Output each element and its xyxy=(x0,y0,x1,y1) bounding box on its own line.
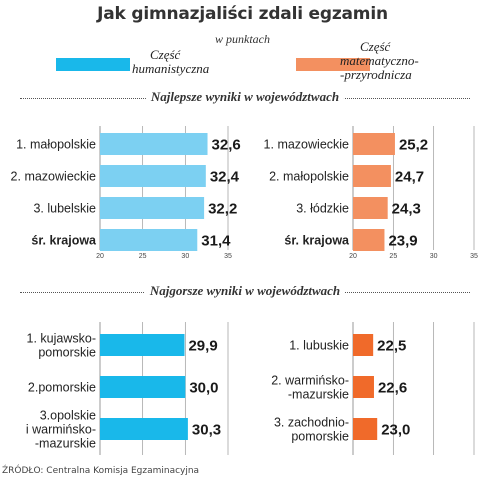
value-label: 22,5 xyxy=(377,338,406,355)
tick-label: 30 xyxy=(181,253,189,260)
value-label: 30,3 xyxy=(192,422,221,439)
bar xyxy=(100,418,188,440)
category-label: 1. małopolskie xyxy=(16,138,96,152)
legend-label-humanities: Część humanistyczna xyxy=(132,47,210,76)
bar xyxy=(353,376,374,398)
category-label: 1. lubuskie xyxy=(289,339,349,353)
bar xyxy=(100,133,208,155)
bar xyxy=(353,334,374,356)
value-label: 23,0 xyxy=(381,422,410,439)
bar xyxy=(100,229,198,251)
tick-label: 25 xyxy=(139,253,147,260)
value-label: 32,6 xyxy=(212,137,241,154)
category-label: 3. zachodnio-pomorskie xyxy=(274,416,349,444)
value-label: 31,4 xyxy=(201,233,231,250)
value-label: 32,4 xyxy=(210,169,240,186)
legend-swatch-humanities xyxy=(56,58,130,71)
section-best-heading: Najlepsze wyniki w województwach xyxy=(20,89,470,107)
section-best-label: Najlepsze wyniki w województwach xyxy=(145,89,345,105)
category-label: 3. lubelskie xyxy=(33,202,96,216)
bar xyxy=(353,165,391,187)
category-label: 3. łódzkie xyxy=(296,202,349,216)
category-label: śr. krajowa xyxy=(31,234,97,248)
tick-label: 30 xyxy=(430,253,438,260)
bar xyxy=(100,376,186,398)
category-label: 2. małopolskie xyxy=(269,170,349,184)
bar xyxy=(353,133,395,155)
chart-subtitle: w punktach xyxy=(215,32,270,46)
source-note: ŹRÓDŁO: Centralna Komisja Egzaminacyjna xyxy=(2,466,200,476)
category-label: 1. kujawsko-pomorskie xyxy=(27,332,97,360)
bar xyxy=(353,418,378,440)
value-label: 25,2 xyxy=(399,137,428,154)
value-label: 30,0 xyxy=(189,380,218,397)
category-label: 2. mazowieckie xyxy=(11,170,96,184)
bar xyxy=(353,229,385,251)
bar xyxy=(100,334,185,356)
chart-title: Jak gimnazjaliści zdali egzamin xyxy=(97,4,388,24)
value-label: 22,6 xyxy=(378,380,407,397)
section-worst-heading: Najgorsze wyniki w województwach xyxy=(20,283,470,301)
category-label: 2.pomorskie xyxy=(28,381,96,395)
tick-label: 35 xyxy=(470,253,478,260)
legend-label-science: Część matematyczno- -przyrodnicza xyxy=(340,39,419,82)
tick-label: 25 xyxy=(389,253,397,260)
legend-swatch-science xyxy=(296,58,370,71)
category-label: 3.opolskie i warmińsko--mazurskie xyxy=(26,409,96,451)
tick-label: 20 xyxy=(349,253,357,260)
value-label: 24,3 xyxy=(392,201,421,218)
bar xyxy=(353,197,388,219)
tick-label: 35 xyxy=(224,253,232,260)
category-label: 2. warmińsko--mazurskie xyxy=(271,374,349,402)
value-label: 24,7 xyxy=(395,169,424,186)
value-label: 29,9 xyxy=(188,338,217,355)
value-label: 23,9 xyxy=(388,233,417,250)
bar xyxy=(100,197,205,219)
bar xyxy=(100,165,206,187)
section-worst-label: Najgorsze wyniki w województwach xyxy=(144,283,346,299)
category-label: 1. mazowieckie xyxy=(264,138,349,152)
tick-label: 20 xyxy=(96,253,104,260)
category-label: śr. krajowa xyxy=(284,234,350,248)
value-label: 32,2 xyxy=(208,201,237,218)
